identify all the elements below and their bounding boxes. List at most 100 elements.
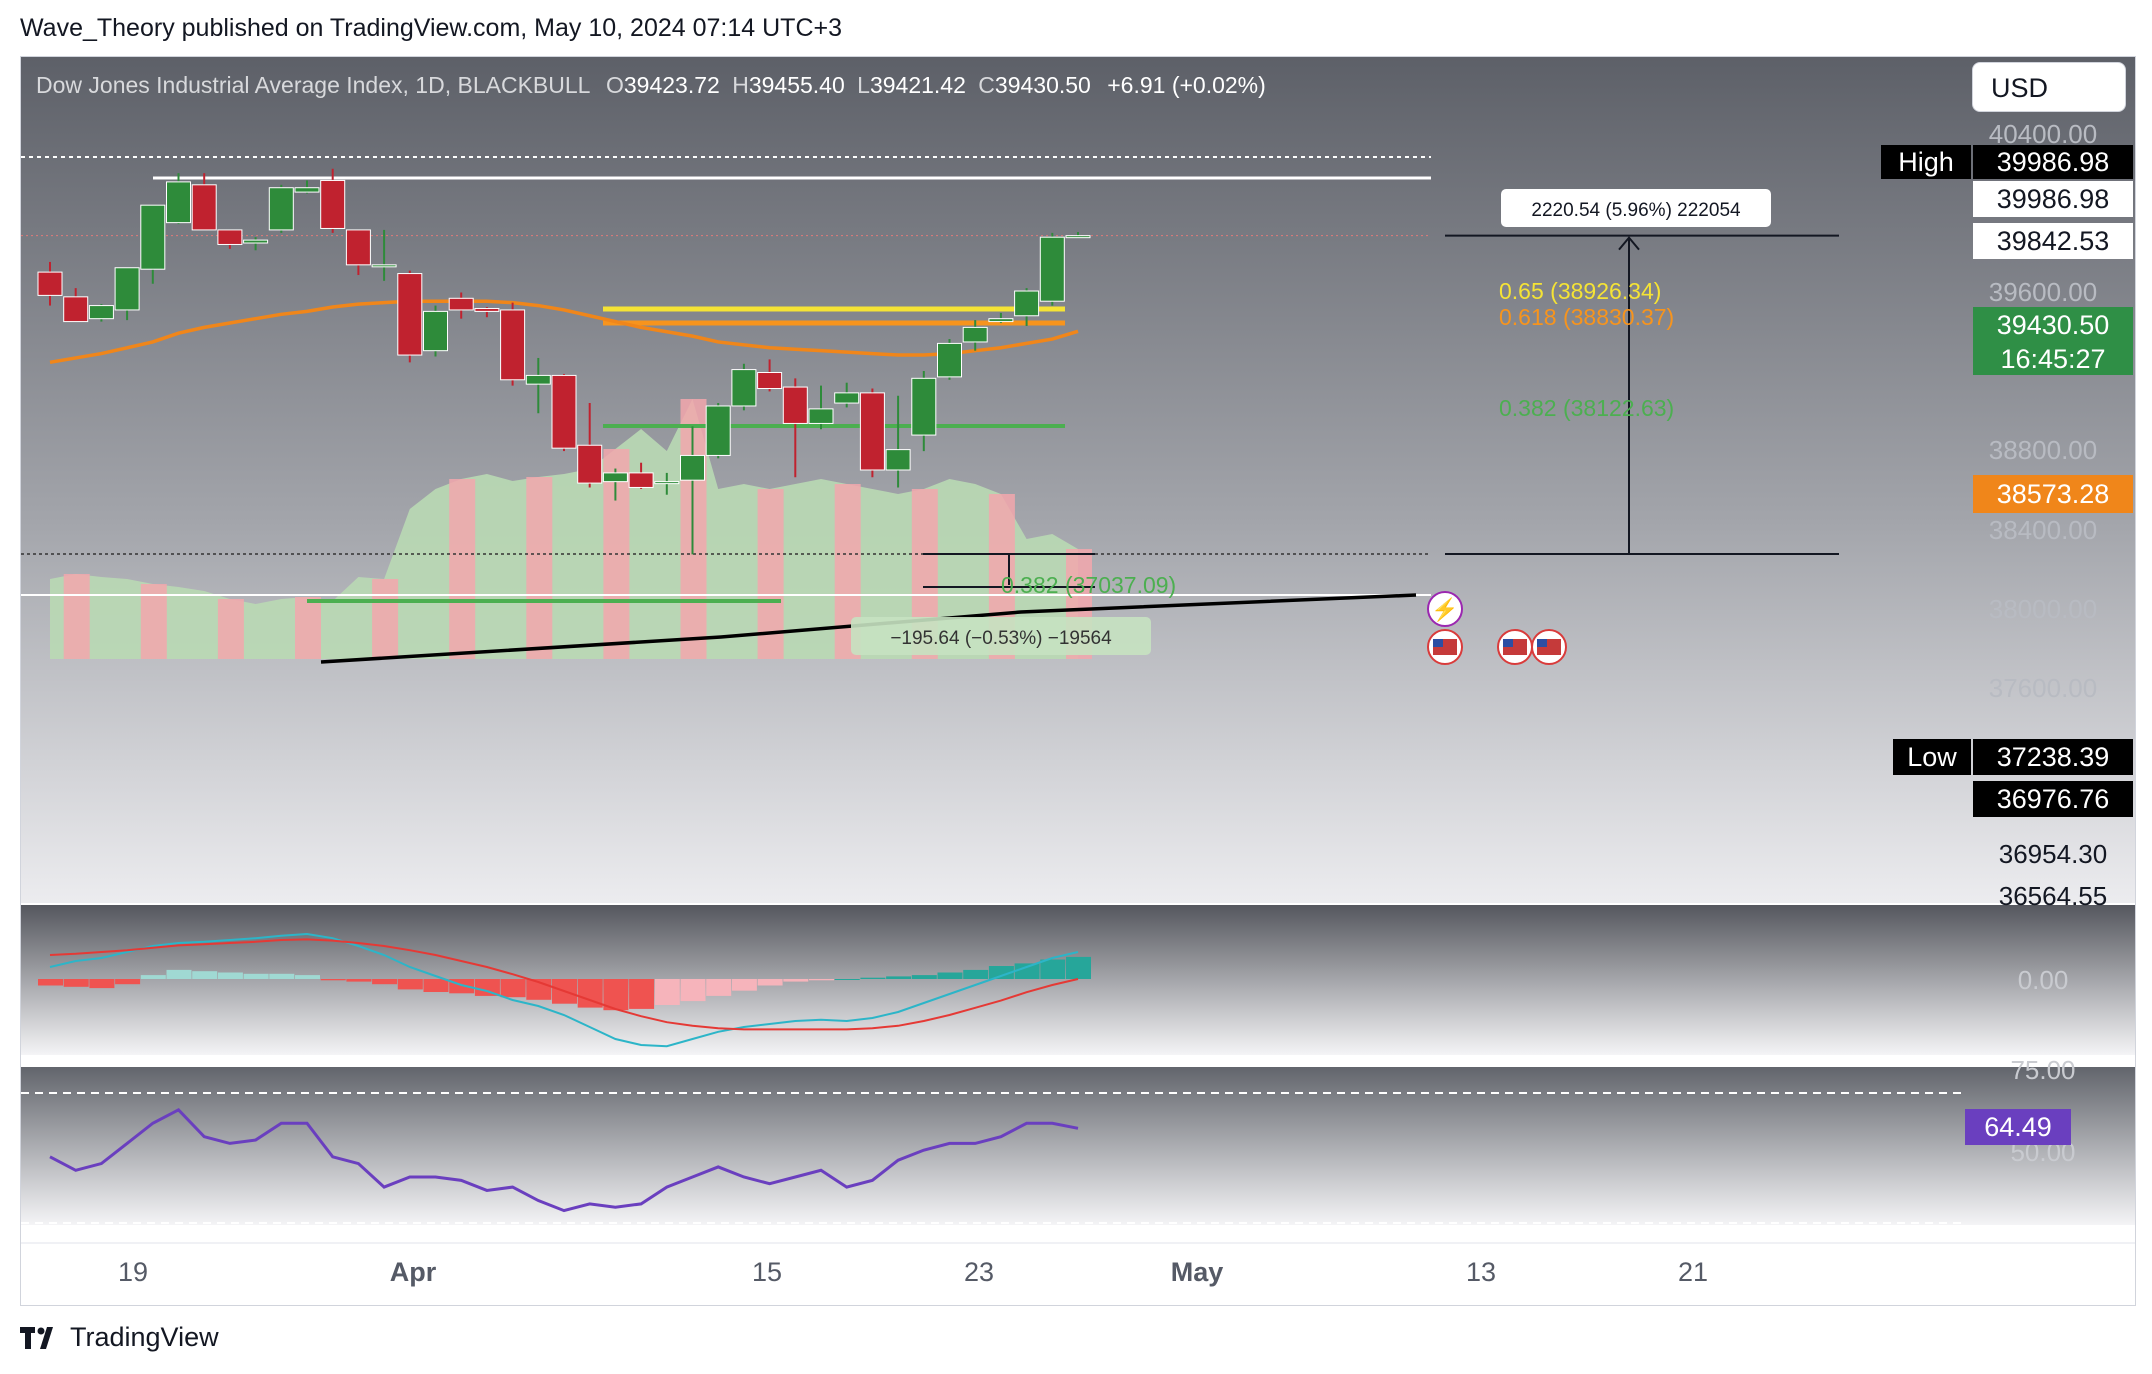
candle-body bbox=[757, 372, 783, 390]
macd-histogram-bar bbox=[217, 972, 243, 979]
macd-histogram-bar bbox=[757, 979, 783, 986]
candle-body bbox=[37, 271, 63, 296]
macd-histogram-bar bbox=[192, 971, 218, 979]
x-tick-label: 15 bbox=[752, 1257, 782, 1287]
candle-body bbox=[268, 187, 294, 231]
low-label: L bbox=[857, 72, 870, 98]
macd-histogram-bar bbox=[423, 979, 449, 992]
chart-frame[interactable]: 2220.54 (5.96%) 222054 −195.64 (−0.53%) −… bbox=[20, 56, 2136, 1306]
ohlc-legend: Dow Jones Industrial Average Index, 1D, … bbox=[36, 72, 1266, 99]
fib-0382-label: 0.382 (38122.63) bbox=[1499, 395, 1674, 421]
us-flag-canton bbox=[1537, 639, 1547, 647]
high-line-value-box bbox=[1973, 181, 2133, 217]
volume-bar bbox=[295, 597, 321, 659]
currency-selector[interactable]: USD bbox=[1972, 62, 2126, 112]
x-tick-label: 23 bbox=[964, 1257, 994, 1287]
candle-body bbox=[1039, 236, 1065, 302]
tradingview-logo-icon bbox=[20, 1326, 53, 1349]
volume-bar bbox=[526, 477, 553, 659]
macd-histogram-bar bbox=[988, 966, 1014, 979]
macd-histogram-bar bbox=[89, 979, 115, 989]
close-label: C bbox=[978, 72, 995, 98]
candle-body bbox=[320, 179, 346, 229]
current-price-box bbox=[1973, 307, 2133, 343]
candle-body bbox=[448, 297, 474, 311]
macd-histogram-bar bbox=[346, 979, 372, 982]
candle-body bbox=[654, 481, 680, 485]
high-line-value-text: 39986.98 bbox=[1997, 184, 2110, 214]
macd-histogram-bar bbox=[38, 979, 63, 986]
footer-brand-text: TradingView bbox=[70, 1322, 219, 1352]
candle-body bbox=[474, 307, 500, 312]
macd-histogram-bar bbox=[603, 979, 629, 1011]
us-flag-canton bbox=[1503, 639, 1513, 647]
measure-up-text: 2220.54 (5.96%) 222054 bbox=[1531, 200, 1741, 221]
price-tick-label: 40400.00 bbox=[1989, 119, 2097, 149]
rsi-line bbox=[49, 1107, 1079, 1213]
countdown-text: 16:45:27 bbox=[2000, 344, 2105, 374]
low-value-box bbox=[1973, 739, 2133, 775]
macd-histogram-bar bbox=[886, 976, 912, 979]
macd-histogram-bar bbox=[166, 969, 192, 979]
candle-body bbox=[114, 267, 140, 311]
rsi-value-text: 64.49 bbox=[1984, 1112, 2052, 1142]
candle-body bbox=[397, 273, 423, 356]
candle-body bbox=[834, 392, 860, 404]
earnings-icon bbox=[1427, 591, 1463, 627]
rsi-upper-label: 75.00 bbox=[2010, 1055, 2075, 1085]
publisher-caption: Wave_Theory published on TradingView.com… bbox=[20, 14, 842, 42]
price-tick-label: 38000.00 bbox=[1989, 594, 2097, 624]
candle-body bbox=[243, 239, 269, 244]
fib-0618-label: 0.618 (38830.37) bbox=[1499, 304, 1674, 330]
candle-body bbox=[628, 472, 654, 488]
macd-histogram-bar bbox=[937, 972, 963, 979]
macd-histogram-bar bbox=[474, 979, 500, 996]
macd-histogram-bar bbox=[500, 979, 526, 998]
lightning-icon: ⚡ bbox=[1431, 597, 1458, 623]
measure-down-box bbox=[851, 617, 1151, 655]
macd-histogram-bar bbox=[629, 979, 655, 1009]
change-value: +6.91 (+0.02%) bbox=[1107, 72, 1266, 98]
candle-body bbox=[808, 408, 834, 424]
ema-fast-line bbox=[49, 299, 1079, 365]
price-pane-bg bbox=[21, 57, 2135, 903]
x-tick-label: Apr bbox=[390, 1257, 437, 1287]
macd-histogram-bar bbox=[1040, 959, 1066, 979]
fib-0382-lower-label: 0.382 (37037.09) bbox=[1001, 572, 1176, 598]
macd-histogram-bar bbox=[911, 975, 937, 979]
candle-body bbox=[782, 386, 808, 424]
price-36564: 36564.55 bbox=[1999, 881, 2107, 911]
candle-body bbox=[423, 310, 448, 352]
macd-histogram-bar bbox=[63, 979, 89, 987]
macd-zero-label: 0.00 bbox=[2018, 965, 2069, 995]
candle-body bbox=[911, 377, 937, 436]
symbol-name: Dow Jones Industrial Average Index, 1D, … bbox=[36, 72, 590, 98]
candle-body bbox=[731, 369, 757, 407]
footer-brand[interactable]: TradingView bbox=[20, 1322, 219, 1353]
candle-body bbox=[551, 374, 577, 449]
candle-body bbox=[140, 204, 166, 270]
candle-body bbox=[937, 342, 962, 378]
candle-body bbox=[217, 229, 243, 245]
us-flag-canton bbox=[1433, 639, 1443, 647]
open-value: 39423.72 bbox=[623, 72, 720, 98]
countdown-box bbox=[1973, 343, 2133, 375]
macd-histogram-bar bbox=[372, 979, 398, 985]
macd-histogram-bar bbox=[1066, 956, 1091, 979]
x-tick-label: May bbox=[1171, 1257, 1224, 1287]
candle-body bbox=[525, 374, 551, 385]
candle-body bbox=[1014, 290, 1040, 317]
candle-body bbox=[859, 392, 885, 471]
candle-body bbox=[602, 472, 628, 483]
volume-bar bbox=[217, 599, 244, 659]
macd-histogram-bar bbox=[680, 979, 706, 1002]
volume-bar bbox=[449, 479, 476, 659]
macd-histogram-bar bbox=[963, 969, 989, 979]
candle-body bbox=[705, 405, 731, 456]
rsi-value-box bbox=[1965, 1109, 2071, 1145]
level-39842-box bbox=[1973, 223, 2133, 259]
candlestick-chart[interactable]: 2220.54 (5.96%) 222054 −195.64 (−0.53%) −… bbox=[21, 57, 2135, 1305]
high-value-text: 39986.98 bbox=[1997, 147, 2110, 177]
high-label-text: High bbox=[1898, 147, 1954, 177]
measure-down-text: −195.64 (−0.53%) −19564 bbox=[890, 628, 1112, 649]
